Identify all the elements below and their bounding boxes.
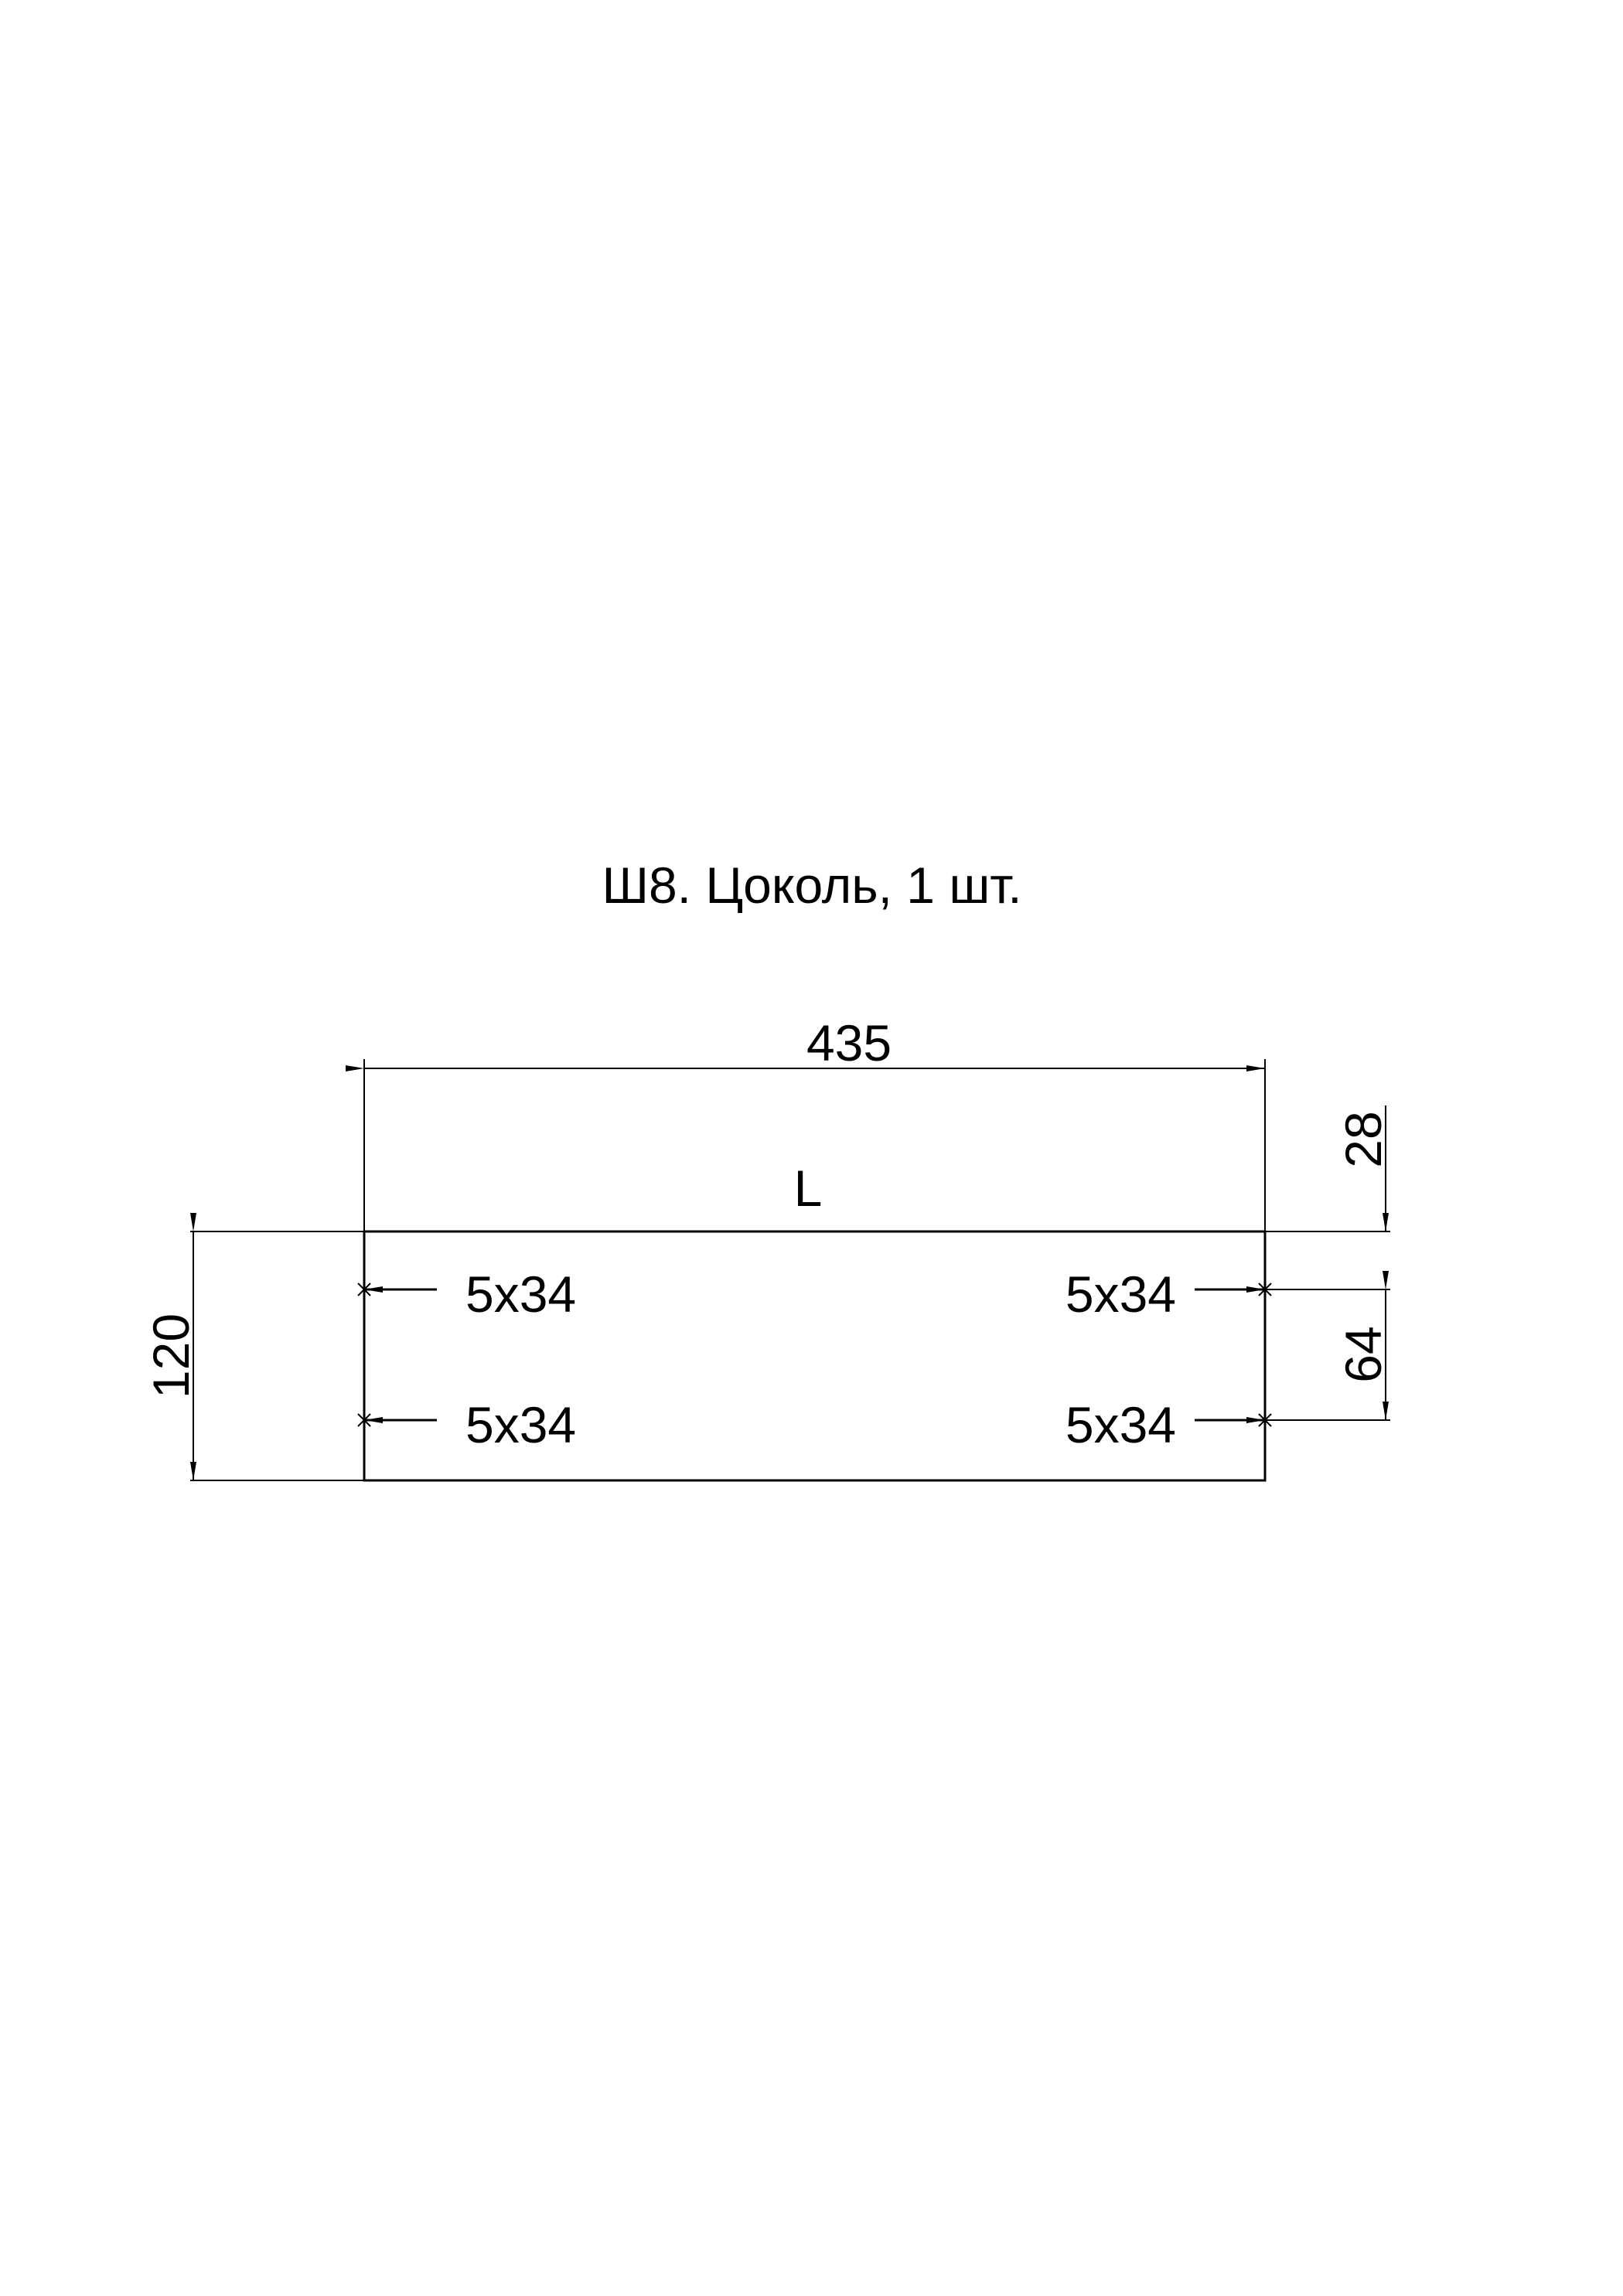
hole-label: 5x34 [1066,1266,1176,1323]
width-dimension: 435 [346,1014,1266,1231]
edge-label: L [794,1160,823,1217]
part-outline [363,1230,1267,1482]
top-offset-dimension: 28 [1265,1105,1392,1232]
hole-spacing-dimension: 64 [1265,1271,1392,1421]
hole-top-right: 5x34 [1066,1266,1272,1323]
hole-label: 5x34 [465,1266,576,1323]
height-dimension: 120 [142,1213,364,1481]
hole-top-left: 5x34 [357,1266,576,1323]
top-offset-value: 28 [1335,1111,1392,1167]
hole-label: 5x34 [465,1396,576,1453]
hole-bottom-right: 5x34 [1066,1396,1272,1453]
hole-spacing-value: 64 [1335,1326,1392,1382]
height-value: 120 [142,1313,199,1398]
width-value: 435 [806,1014,892,1071]
drawing-title: Ш8. Цоколь, 1 шт. [602,857,1021,914]
hole-label: 5x34 [1066,1396,1176,1453]
hole-bottom-left: 5x34 [357,1396,576,1453]
